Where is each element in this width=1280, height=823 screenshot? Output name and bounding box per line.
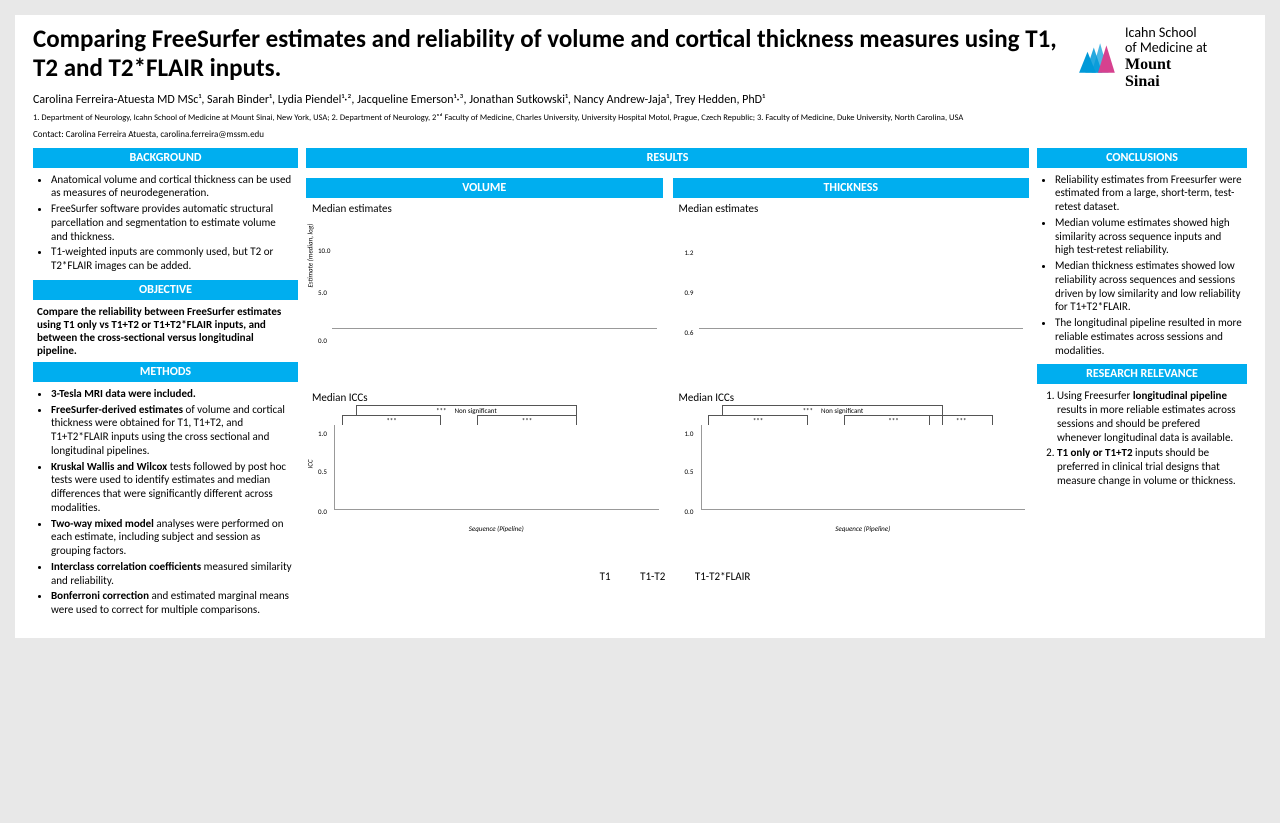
legend: T1 T1-T2 T1-T2*FLAIR [306, 570, 1029, 586]
thickness-icc-chart: *** Non significant *** *** *** 1.0 0.5 … [673, 407, 1030, 562]
relevance-list: Using Freesurfer longitudinal pipeline r… [1041, 389, 1243, 487]
legend-t1t2: T1-T2 [640, 570, 665, 583]
affiliations: 1. Department of Neurology, Icahn School… [33, 113, 1077, 123]
methods-header: METHODS [33, 362, 298, 382]
objective-header: OBJECTIVE [33, 280, 298, 300]
volume-icc-chart: *** Non significant *** *** 1.0 0.5 0.0 … [306, 407, 663, 562]
thk-icc-xlabel: Sequence (Pipeline) [701, 524, 1026, 533]
logo-line4: Sinai [1125, 73, 1160, 90]
columns: BACKGROUND Anatomical volume and cortica… [33, 148, 1247, 624]
middle-column: RESULTS VOLUME Median estimates Estimate… [306, 148, 1029, 624]
background-header: BACKGROUND [33, 148, 298, 168]
relevance-header: RESEARCH RELEVANCE [1037, 364, 1247, 384]
header: Comparing FreeSurfer estimates and relia… [33, 25, 1247, 140]
results-header: RESULTS [306, 148, 1029, 168]
thickness-est-title: Median estimates [679, 202, 1030, 215]
vol-icc-xlabel: Sequence (Pipeline) [334, 524, 659, 533]
thickness-header: THICKNESS [673, 178, 1030, 198]
volume-icc-title: Median ICCs [312, 391, 663, 404]
thickness-column: THICKNESS Median estimates 1.2 0.9 0.6 M… [673, 178, 1030, 562]
volume-est-title: Median estimates [312, 202, 663, 215]
mount-sinai-icon [1077, 37, 1119, 79]
objective-text: Compare the reliability between FreeSurf… [37, 305, 281, 357]
conclusions-header: CONCLUSIONS [1037, 148, 1247, 168]
background-list: Anatomical volume and cortical thickness… [37, 173, 294, 273]
poster: Comparing FreeSurfer estimates and relia… [15, 15, 1265, 638]
vol-ylabel: Estimate (median, log) [306, 223, 315, 287]
right-column: CONCLUSIONS Reliability estimates from F… [1037, 148, 1247, 624]
poster-title: Comparing FreeSurfer estimates and relia… [33, 25, 1077, 83]
authors: Carolina Ferreira-Atuesta MD MSc¹, Sarah… [33, 93, 1077, 107]
legend-flair: T1-T2*FLAIR [695, 570, 751, 583]
volume-estimates-chart: Estimate (median, log) 10.0 5.0 0.0 [306, 218, 663, 388]
left-column: BACKGROUND Anatomical volume and cortica… [33, 148, 298, 624]
volume-column: VOLUME Median estimates Estimate (median… [306, 178, 663, 562]
contact: Contact: Carolina Ferreira Atuesta, caro… [33, 129, 1077, 140]
thickness-estimates-chart: 1.2 0.9 0.6 [673, 218, 1030, 388]
methods-list: 3-Tesla MRI data were included.FreeSurfe… [37, 387, 294, 617]
vol-icc-ylabel: ICC [306, 459, 315, 468]
thickness-icc-title: Median ICCs [679, 391, 1030, 404]
logo: Icahn School of Medicine at Mount Sinai [1077, 25, 1247, 91]
logo-line3: Mount [1125, 56, 1171, 73]
volume-header: VOLUME [306, 178, 663, 198]
legend-t1: T1 [600, 570, 611, 583]
logo-line2: of Medicine at [1125, 39, 1207, 56]
conclusions-list: Reliability estimates from Freesurfer we… [1041, 173, 1243, 358]
